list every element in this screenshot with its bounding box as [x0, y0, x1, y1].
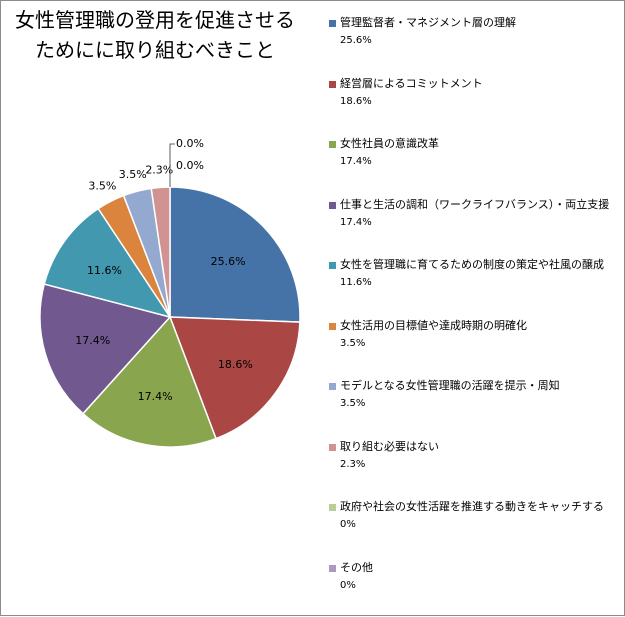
legend-value: 18.6% — [340, 95, 372, 107]
legend-label: 政府や社会の女性活躍を推進する動きをキャッチする — [340, 500, 604, 513]
data-label: 11.6% — [87, 264, 122, 277]
legend-swatch — [329, 443, 336, 451]
data-label: 3.5% — [88, 179, 116, 192]
pie-slice — [81, 315, 217, 448]
leader-line — [169, 143, 175, 187]
legend-value: 0% — [340, 579, 356, 591]
legend-swatch — [329, 262, 336, 269]
legend-swatch — [329, 504, 336, 511]
legend-label: 管理監督者・マネジメント層の理解 — [340, 16, 516, 29]
data-label: 2.3% — [145, 163, 173, 176]
legend-label: 経営層によるコミットメント — [340, 76, 483, 90]
legend-swatch — [329, 80, 336, 88]
chart-title: 女性管理職の登用を促進させる ためにに取り組むべきこと — [5, 5, 305, 65]
legend-label: 仕事と生活の調和（ワークライフバランス）・両立支援 — [340, 197, 610, 211]
legend-value: 25.6% — [340, 35, 372, 46]
legend-value: 17.4% — [340, 156, 372, 167]
legend-swatch — [329, 201, 336, 209]
legend-value: 17.4% — [340, 216, 372, 228]
data-label: 25.6% — [211, 255, 246, 268]
pie-slice — [169, 186, 301, 323]
data-label: 0.0% — [176, 137, 204, 150]
legend-value: 11.6% — [340, 277, 372, 288]
pie-slice — [43, 207, 172, 319]
data-label: 17.4% — [138, 390, 173, 403]
legend-label: その他 — [340, 560, 373, 574]
pie-slice — [168, 316, 301, 440]
legend-swatch — [329, 20, 336, 27]
legend-swatch — [329, 383, 336, 390]
data-label: 17.4% — [75, 334, 110, 347]
legend-label: 女性活用の目標値や達成時期の明確化 — [340, 318, 527, 332]
legend-value: 2.3% — [340, 458, 366, 470]
data-label: 0.0% — [176, 159, 204, 172]
legend-value: 3.5% — [340, 337, 366, 349]
legend-label: 女性社員の意識改革 — [340, 137, 439, 150]
legend-value: 0% — [340, 519, 356, 530]
data-label: 18.6% — [218, 358, 253, 371]
legend-swatch — [329, 322, 336, 330]
legend-label: 女性を管理職に育てるための制度の策定や社風の醸成 — [340, 258, 604, 271]
chart-title-line-1: 女性管理職の登用を促進させる — [15, 8, 295, 32]
legend-label: モデルとなる女性管理職の活躍を提示・周知 — [340, 379, 560, 392]
pie-slice — [39, 283, 172, 415]
legend-value: 3.5% — [340, 398, 366, 409]
legend-label: 取り組む必要はない — [340, 439, 439, 453]
chart-title-line-2: ためにに取り組むべきこと — [35, 38, 275, 62]
legend-swatch — [329, 141, 336, 148]
data-label: 3.5% — [119, 168, 147, 181]
legend-swatch — [329, 564, 336, 572]
